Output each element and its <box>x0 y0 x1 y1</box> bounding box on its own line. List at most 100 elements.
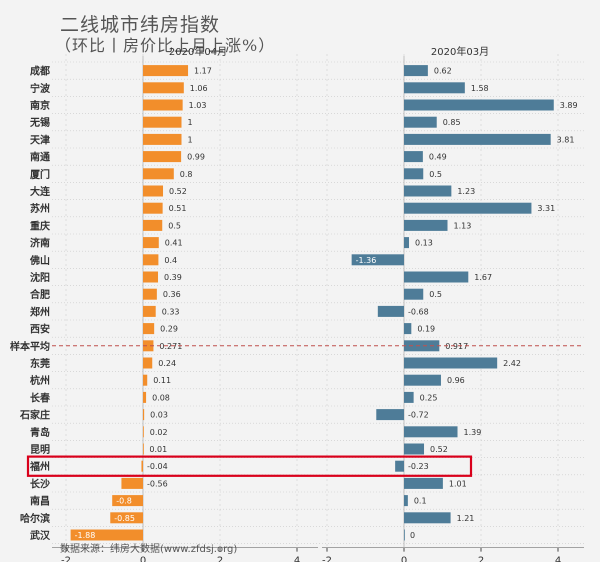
category-label-18: 杭州 <box>30 374 50 387</box>
data-label-apr-27: -1.88 <box>75 531 96 540</box>
bar-mar-15 <box>404 323 412 335</box>
bar-mar-14 <box>377 305 404 317</box>
category-label-5: 南通 <box>30 151 50 164</box>
bar-apr-10 <box>143 237 159 249</box>
data-label-apr-8: 0.51 <box>169 204 187 213</box>
bar-mar-3 <box>404 116 437 128</box>
data-label-mar-0: 0.62 <box>434 67 452 76</box>
bar-apr-11 <box>143 254 159 266</box>
highlight-box <box>26 455 473 477</box>
data-label-apr-20: 0.03 <box>150 411 168 420</box>
bar-mar-0 <box>404 65 428 77</box>
category-label-13: 合肥 <box>29 288 50 301</box>
category-label-17: 东莞 <box>30 357 50 370</box>
data-label-apr-14: 0.33 <box>162 307 180 316</box>
category-label-26: 哈尔滨 <box>20 512 50 525</box>
bar-mar-19 <box>404 391 414 403</box>
bar-mar-18 <box>404 374 441 386</box>
data-label-apr-6: 0.8 <box>180 170 193 179</box>
bar-mar-26 <box>404 512 451 524</box>
x-tick-label: -2 <box>61 556 71 562</box>
data-label-apr-7: 0.52 <box>169 187 187 196</box>
category-label-23: 福州 <box>29 460 50 473</box>
bar-apr-9 <box>143 219 163 231</box>
data-label-mar-8: 3.31 <box>537 204 555 213</box>
data-label-apr-18: 0.11 <box>153 376 171 385</box>
bar-mar-22 <box>404 443 425 455</box>
x-tick-label: 0 <box>140 556 146 562</box>
bar-apr-25 <box>112 495 143 507</box>
category-label-3: 无锡 <box>29 116 50 129</box>
bar-mar-8 <box>404 202 532 214</box>
bar-apr-6 <box>143 168 174 180</box>
bar-apr-23 <box>141 460 143 472</box>
data-label-mar-4: 3.81 <box>557 135 575 144</box>
category-label-21: 青岛 <box>30 426 50 439</box>
bar-mar-9 <box>404 219 448 231</box>
bar-mar-2 <box>404 99 554 111</box>
data-label-apr-4: 1 <box>188 135 193 144</box>
bar-apr-24 <box>121 477 143 489</box>
data-label-apr-3: 1 <box>188 118 193 127</box>
bar-mar-5 <box>404 151 423 163</box>
bar-mar-4 <box>404 133 551 145</box>
data-label-apr-10: 0.41 <box>165 239 183 248</box>
data-label-mar-3: 0.85 <box>443 118 461 127</box>
data-label-apr-17: 0.24 <box>158 359 176 368</box>
x-tick-label: 4 <box>555 556 561 562</box>
bar-apr-19 <box>143 391 147 403</box>
category-label-14: 郑州 <box>30 305 50 318</box>
data-label-apr-26: -0.85 <box>114 514 135 523</box>
source-note: 数据来源：纬房大数据(www.zfdsj.org) <box>60 544 238 555</box>
category-label-27: 武汉 <box>30 529 51 542</box>
bar-apr-0 <box>143 65 189 77</box>
bar-mar-13 <box>404 288 424 300</box>
bar-mar-11 <box>351 254 404 266</box>
data-label-mar-10: 0.13 <box>415 239 433 248</box>
data-label-mar-9: 1.13 <box>454 221 472 230</box>
bar-apr-26 <box>110 512 143 524</box>
data-label-apr-12: 0.39 <box>164 273 182 282</box>
category-label-12: 沈阳 <box>30 271 50 284</box>
category-label-7: 大连 <box>30 185 51 198</box>
data-label-mar-7: 1.23 <box>457 187 475 196</box>
bar-apr-2 <box>143 99 183 111</box>
data-label-mar-26: 1.21 <box>457 514 475 523</box>
x-tick-label: 2 <box>217 556 223 562</box>
data-label-mar-12: 1.67 <box>474 273 492 282</box>
category-label-15: 西安 <box>30 323 50 336</box>
x-tick-label: 0 <box>401 556 407 562</box>
data-label-mar-6: 0.5 <box>429 170 442 179</box>
category-label-1: 宁波 <box>30 82 51 95</box>
bar-mar-10 <box>404 237 410 249</box>
data-label-apr-9: 0.5 <box>168 221 181 230</box>
data-label-apr-16: 0.271 <box>159 342 182 351</box>
bar-mar-24 <box>404 477 443 489</box>
bar-apr-18 <box>143 374 148 386</box>
bar-mar-21 <box>404 426 458 438</box>
data-label-mar-1: 1.58 <box>471 84 489 93</box>
bar-apr-16 <box>143 340 154 352</box>
category-label-24: 长沙 <box>30 477 50 490</box>
data-label-mar-20: -0.72 <box>408 411 429 420</box>
category-label-2: 南京 <box>30 99 50 112</box>
data-label-apr-11: 0.4 <box>164 256 177 265</box>
category-label-20: 石家庄 <box>19 409 50 422</box>
category-label-9: 重庆 <box>30 219 50 232</box>
bar-mar-23 <box>395 460 404 472</box>
bar-mar-20 <box>376 409 404 421</box>
bar-apr-8 <box>143 202 163 214</box>
data-label-apr-2: 1.03 <box>189 101 207 110</box>
bar-mar-7 <box>404 185 452 197</box>
data-label-apr-24: -0.56 <box>147 479 168 488</box>
bar-mar-12 <box>404 271 469 283</box>
panel-title: 2020年03月 <box>431 45 489 58</box>
bar-mar-16 <box>404 340 440 352</box>
chart-title: 二线城市纬房指数 <box>60 14 221 36</box>
category-label-25: 南昌 <box>30 495 50 508</box>
data-label-apr-19: 0.08 <box>152 393 170 402</box>
category-label-0: 成都 <box>30 65 50 78</box>
x-tick-label: 2 <box>478 556 484 562</box>
